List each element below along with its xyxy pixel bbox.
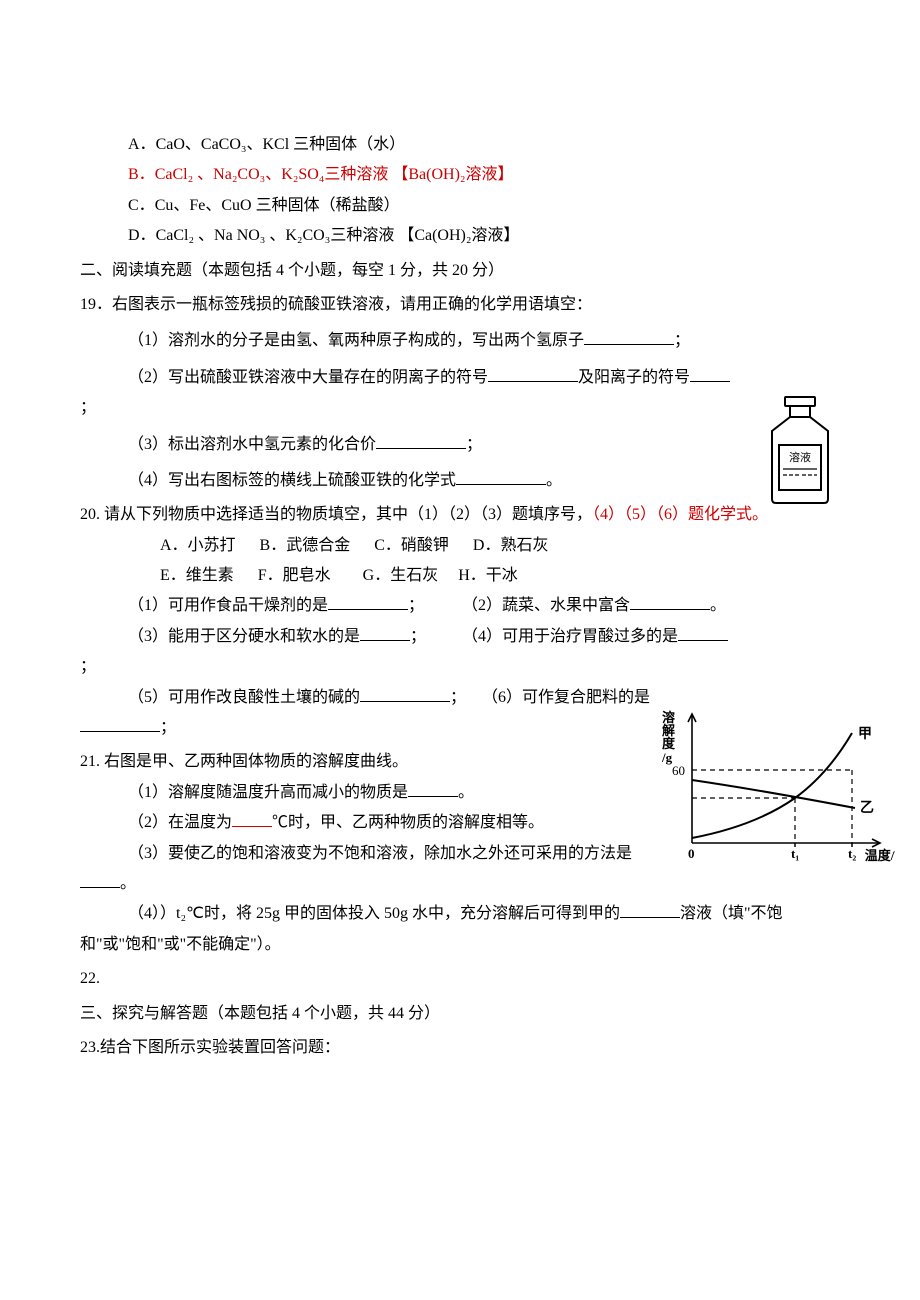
q19-p3-text: （3）标出溶剂水中氢元素的化合价 [128,436,376,453]
q20-s1: （1）可用作食品干燥剂的是 [128,597,328,614]
q21-part1: （1）溶解度随温度升高而减小的物质是 。 [80,778,600,808]
q19-p4-text: （4）写出右图标签的横线上硫酸亚铁的化学式 [128,472,456,489]
chart-series-jia [692,733,852,838]
q21-part3: （3）要使乙的饱和溶液变为不饱和溶液，除加水之外还可采用的方法是。 [80,839,640,900]
question-19: 19．右图表示一瓶标签残损的硫酸亚铁溶液，请用正确的化学用语填空： [80,290,840,320]
q20-row-3-4: （3）能用于区分硬水和软水的是 ； （4）可用于治疗胃酸过多的是 [80,622,840,652]
q19-part2: （2）写出硫酸亚铁溶液中大量存在的阴离子的符号 及阳离子的符号 [80,363,740,393]
q21-p4a-text: （4））t₂℃时，将 25g 甲的固体投入 50g 水中，充分溶解后可得到甲的 [80,905,620,922]
q21-p1-text: （1）溶解度随温度升高而减小的物质是 [128,784,408,801]
option-c-text: Cu、Fe、CuO 三种固体（稀盐酸） [155,197,400,214]
blank [408,781,458,797]
chart-label-yi: 乙 [860,800,874,816]
section-2-heading: 二、阅读填充题（本题包括 4 个小题，每空 1 分，共 20 分） [80,256,840,286]
q19-p1-end: ； [674,332,690,349]
option-d: D．CaCl₂ 、Na NO₃ 、K₂CO₃三种溶液 【Ca(OH)₂溶液】 [80,221,840,251]
q21-part2: （2）在温度为 ℃时，甲、乙两种物质的溶解度相等。 [80,808,600,838]
q20-s5: （5）可用作改良酸性土壤的碱的 [128,689,360,706]
q20-s3-end: ； [410,628,426,645]
blank [360,686,450,702]
q19-p1-text: （1）溶剂水的分子是由氢、氧两种原子构成的，写出两个氢原子 [128,332,584,349]
option-a-text: CaO、CaCO₃、KCl 三种固体（水） [156,136,406,153]
option-b-text: CaCl₂ 、Na₂CO₃、K₂SO₄三种溶液 【Ba(OH)₂溶液】 [155,166,514,183]
q19-p3-end: ； [466,436,482,453]
q21-number: 21. [80,753,104,770]
chart-label-jia: 甲 [858,726,872,742]
option-a: A．CaO、CaCO₃、KCl 三种固体（水） [80,130,840,160]
chart-xlabel: 温度/℃ [855,848,895,863]
blank [620,902,680,918]
q19-part1: （1）溶剂水的分子是由氢、氧两种原子构成的，写出两个氢原子 ； [80,326,700,356]
q20-s6-end: ； [160,719,176,736]
q19-stem: 右图表示一瓶标签残损的硫酸亚铁溶液，请用正确的化学用语填空： [112,296,592,313]
blank [690,366,730,382]
q19-p4-end: 。 [546,472,562,489]
q21-part4: （4））t₂℃时，将 25g 甲的固体投入 50g 水中，充分溶解后可得到甲的溶… [80,899,840,960]
q20-s4-end: ； [80,652,840,682]
question-20: 20. 请从下列物质中选择适当的物质填空，其中（1）（2）（3）题填序号，（4）… [80,500,840,530]
q21-p1-end: 。 [458,784,474,801]
q20-choices-row1: A．小苏打 B．武德合金 C．硝酸钾 D．熟石灰 [80,531,840,561]
q20-s6: （6）可作复合肥料的是 [482,689,650,706]
blank [328,594,408,610]
q19-part4: （4）写出右图标签的横线上硫酸亚铁的化学式 。 [80,466,840,496]
bottle-label-text: 溶液 [789,450,811,464]
q21-stem: 右图是甲、乙两种固体物质的溶解度曲线。 [104,753,408,770]
q19-p2-end: ； [80,393,840,423]
svg-text:度: 度 [662,736,676,751]
chart-series-yi [692,780,855,808]
q19-part3: （3）标出溶剂水中氢元素的化合价 ； [80,430,840,460]
q20-s3: （3）能用于区分硬水和软水的是 [128,628,360,645]
solubility-chart: 溶 解 度 /g 60 甲 乙 0 t₁ t₂ 温度/℃ [660,708,895,894]
chart-xtick-0: 0 [688,846,695,861]
option-d-text: CaCl₂ 、Na NO₃ 、K₂CO₃三种溶液 【Ca(OH)₂溶液】 [156,227,520,244]
option-d-prefix: D． [128,227,156,244]
section-3-heading: 三、探究与解答题（本题包括 4 个小题，共 44 分） [80,999,840,1029]
blank [678,625,728,641]
bottle-illustration: 溶液 [758,395,840,516]
chart-ytick: 60 [672,763,685,778]
option-b: B．CaCl₂ 、Na₂CO₃、K₂SO₄三种溶液 【Ba(OH)₂溶液】 [80,160,840,190]
q20-s4: （4）可用于治疗胃酸过多的是 [462,628,678,645]
blank [376,433,466,449]
question-23: 23.结合下图所示实验装置回答问题： [80,1033,840,1063]
q20-s5-end: ； [450,689,466,706]
blank [80,716,160,732]
option-c-prefix: C． [128,197,155,214]
q20-s2: （2）蔬菜、水果中富含 [462,597,630,614]
q20-s1-end: ； [408,597,424,614]
q19-number: 19． [80,296,112,313]
question-22: 22. [80,964,840,994]
blank [360,625,410,641]
q20-row-1-2: （1）可用作食品干燥剂的是 ； （2）蔬菜、水果中富含 。 [80,591,840,621]
blank [232,811,272,827]
q20-stem-b: （4）（5）（6）题化学式。 [592,506,768,523]
blank [456,469,546,485]
q21-p3a-text: （3）要使乙的饱和溶液变为不饱和溶液，除加水之外还可采用的方法是 [80,845,632,862]
q21-p2a-text: （2）在温度为 [128,814,232,831]
q20-choices-row2: E．维生素 F．肥皂水 G．生石灰 H．干冰 [80,561,840,591]
q19-p2b-text: 及阳离子的符号 [578,369,690,386]
svg-text:/g: /g [661,750,673,765]
blank [630,594,710,610]
chart-xtick-1: t₁ [791,846,799,861]
option-a-prefix: A． [128,136,156,153]
q20-s2-end: 。 [710,597,726,614]
q20-number: 20. [80,506,104,523]
blank [80,872,120,888]
option-b-prefix: B． [128,166,155,183]
q21-p2b-text: ℃时，甲、乙两种物质的溶解度相等。 [272,814,544,831]
q21-p3a-end: 。 [120,875,136,892]
blank [584,329,674,345]
blank [488,366,578,382]
q20-stem-a: 请从下列物质中选择适当的物质填空，其中（1）（2）（3）题填序号， [104,506,592,523]
option-c: C．Cu、Fe、CuO 三种固体（稀盐酸） [80,191,840,221]
q19-p2a-text: （2）写出硫酸亚铁溶液中大量存在的阴离子的符号 [128,369,488,386]
